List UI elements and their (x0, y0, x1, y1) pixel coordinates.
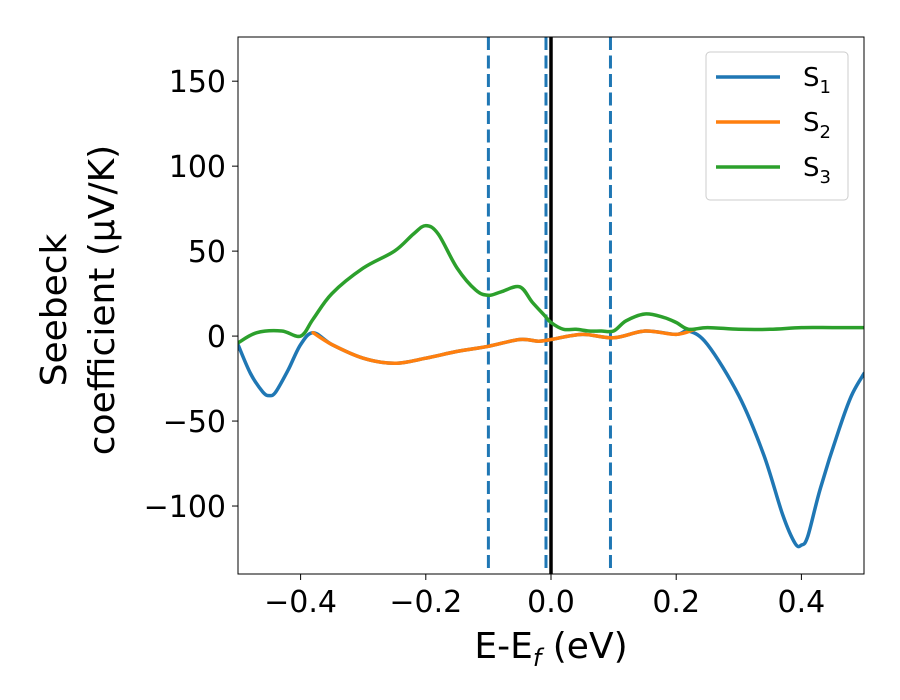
x-tick-label: 0.2 (652, 585, 700, 620)
x-axis-label: E-Ef (eV) (474, 626, 627, 672)
series-line-s2 (311, 327, 697, 366)
y-tick-label: 50 (188, 235, 226, 270)
legend-label-s3: S3 (803, 153, 831, 188)
legend-frame (705, 51, 849, 201)
plot-area (237, 36, 865, 575)
y-tick-label: 100 (169, 150, 226, 185)
y-axis-label-line1: Seebeck (34, 233, 75, 386)
y-tick-label: 0 (207, 320, 226, 355)
y-axis: 150 100 50 0 −50 −100 (144, 65, 238, 525)
series-line-s3 (238, 223, 864, 345)
y-tick-label: −50 (163, 405, 226, 440)
legend: S1 S2 S3 (705, 51, 849, 201)
y-tick-label: −100 (144, 490, 226, 525)
vertical-lines (486, 37, 612, 574)
x-tick-label: −0.4 (264, 585, 337, 620)
x-tick-label: 0.4 (778, 585, 826, 620)
x-tick-label: 0.0 (527, 585, 575, 620)
series-group (238, 223, 864, 549)
legend-label-s1: S1 (803, 63, 831, 98)
y-axis-label: Seebeck coefficient (μV/K) (34, 145, 123, 455)
x-tick-label: −0.2 (389, 585, 462, 620)
legend-label-s2: S2 (803, 108, 831, 143)
y-axis-label-line2: coefficient (μV/K) (82, 145, 123, 455)
x-axis: −0.4 −0.2 0.0 0.2 0.4 (264, 574, 825, 620)
y-tick-label: 150 (169, 65, 226, 100)
